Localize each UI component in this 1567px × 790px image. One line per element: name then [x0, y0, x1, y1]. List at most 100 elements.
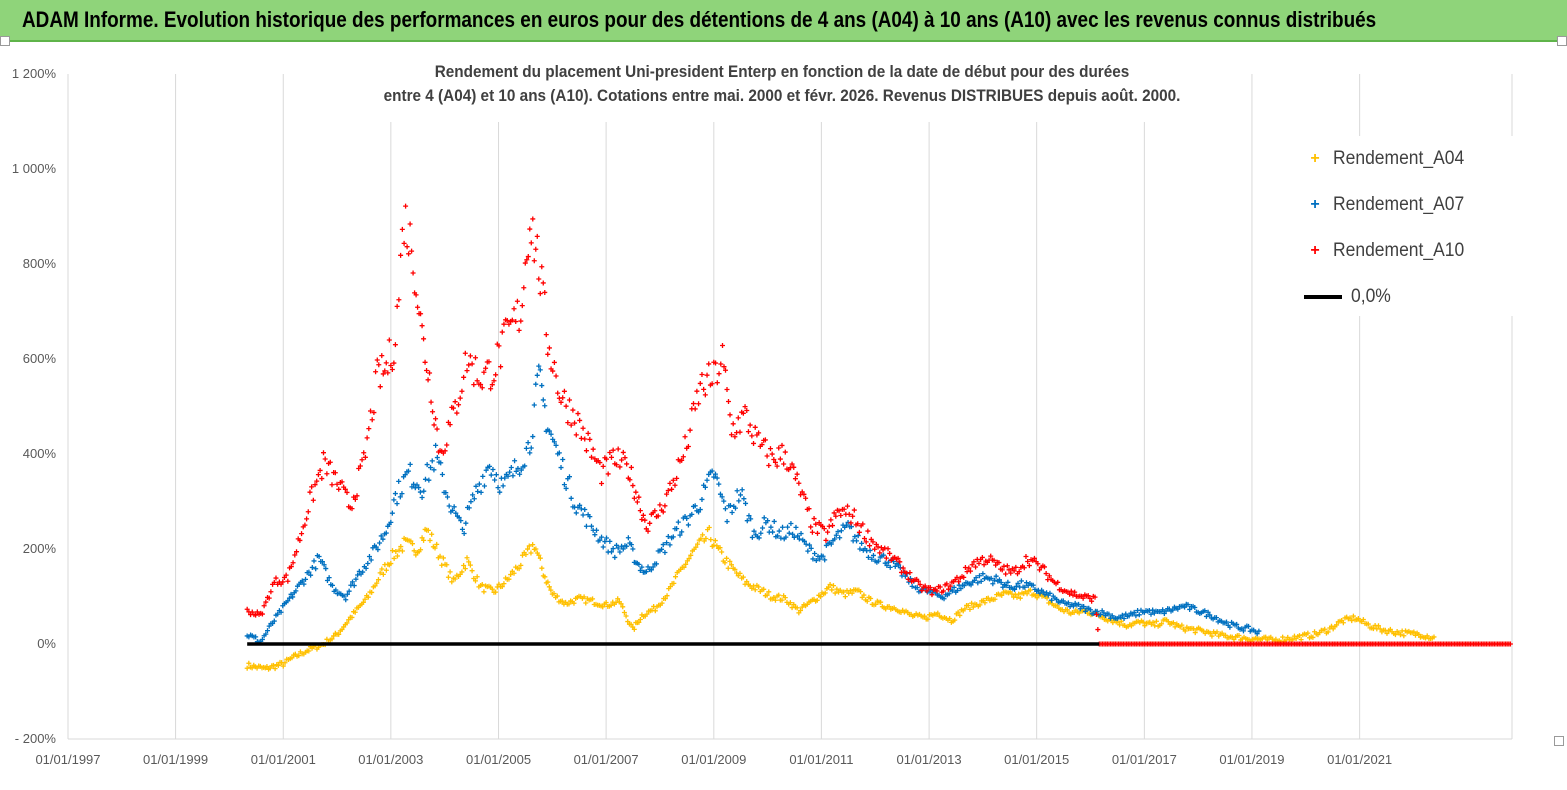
data-point: [860, 521, 866, 527]
data-point: [900, 565, 906, 571]
data-point: [744, 518, 750, 524]
data-point: [988, 553, 994, 559]
data-point: [662, 596, 668, 602]
data-point: [1067, 591, 1073, 597]
data-point: [643, 569, 649, 575]
data-point: [870, 552, 876, 558]
data-point: [1205, 609, 1211, 615]
data-point: [688, 552, 694, 558]
data-point: [588, 523, 594, 529]
data-point: [777, 456, 783, 462]
data-point: [1024, 591, 1030, 597]
data-point: [1227, 624, 1233, 630]
data-point: [399, 226, 405, 232]
data-point: [722, 506, 728, 512]
data-point: [637, 617, 643, 623]
data-point: [467, 353, 473, 359]
data-point: [259, 636, 265, 642]
data-point: [660, 542, 666, 548]
data-point: [822, 590, 828, 596]
data-point: [830, 583, 836, 589]
data-point: [509, 317, 515, 323]
data-point: [1017, 595, 1023, 601]
y-tick-label: 1 200%: [12, 66, 57, 81]
data-point: [636, 494, 642, 500]
data-point: [832, 536, 838, 542]
data-point: [475, 488, 481, 494]
data-point: [794, 605, 800, 611]
data-point: [724, 555, 730, 561]
data-point: [1290, 637, 1296, 643]
data-point: [1016, 569, 1022, 575]
data-point: [937, 584, 943, 590]
data-point: [286, 595, 292, 601]
data-point: [550, 436, 556, 442]
data-point: [1035, 561, 1041, 567]
data-point: [682, 434, 688, 440]
data-point: [371, 410, 377, 416]
data-point: [488, 472, 494, 478]
data-point: [392, 342, 398, 348]
data-point: [864, 598, 870, 604]
data-point: [1037, 590, 1043, 596]
data-point: [979, 554, 985, 560]
legend-item-a10: + Rendement_A10: [1302, 240, 1476, 264]
data-point: [502, 475, 508, 481]
data-point: [699, 496, 705, 502]
data-point: [388, 519, 394, 525]
data-point: [523, 551, 529, 557]
data-point: [422, 476, 428, 482]
data-point: [813, 558, 819, 564]
data-point: [530, 216, 536, 222]
data-point: [600, 463, 606, 469]
data-point: [835, 529, 841, 535]
data-point: [394, 553, 400, 559]
data-point: [542, 289, 548, 295]
data-point: [1213, 615, 1219, 621]
data-point: [374, 357, 380, 363]
data-point: [457, 395, 463, 401]
resize-handle-bottom-right[interactable]: [1554, 736, 1564, 746]
data-point: [735, 415, 741, 421]
data-point: [827, 582, 833, 588]
data-point: [377, 384, 383, 390]
data-point: [878, 599, 884, 605]
data-point: [756, 584, 762, 590]
data-point: [702, 392, 708, 398]
data-point: [533, 546, 539, 552]
data-point: [1013, 564, 1019, 570]
data-point: [268, 589, 274, 595]
resize-handle-top-left[interactable]: [0, 36, 10, 46]
data-point: [992, 596, 998, 602]
data-point: [729, 562, 735, 568]
data-point: [254, 609, 260, 615]
data-point: [865, 528, 871, 534]
data-point: [559, 598, 565, 604]
data-point: [970, 604, 976, 610]
data-point: [696, 401, 702, 407]
data-point: [787, 600, 793, 606]
data-point: [533, 381, 539, 387]
data-point: [851, 507, 857, 513]
data-point: [870, 539, 876, 545]
data-point: [863, 539, 869, 545]
data-point: [1026, 563, 1032, 569]
data-point: [636, 561, 642, 567]
data-point: [383, 360, 389, 366]
data-point: [852, 534, 858, 540]
data-point: [732, 566, 738, 572]
data-point: [615, 446, 621, 452]
data-point: [631, 626, 637, 632]
data-point: [740, 574, 746, 580]
data-point: [403, 203, 409, 209]
data-point: [446, 503, 452, 509]
data-point: [952, 617, 958, 623]
data-point: [566, 601, 572, 607]
data-point: [782, 449, 788, 455]
data-point: [848, 520, 854, 526]
data-point: [424, 368, 430, 374]
data-point: [263, 599, 269, 605]
data-point: [867, 547, 873, 553]
data-point: [712, 538, 718, 544]
data-point: [935, 610, 941, 616]
